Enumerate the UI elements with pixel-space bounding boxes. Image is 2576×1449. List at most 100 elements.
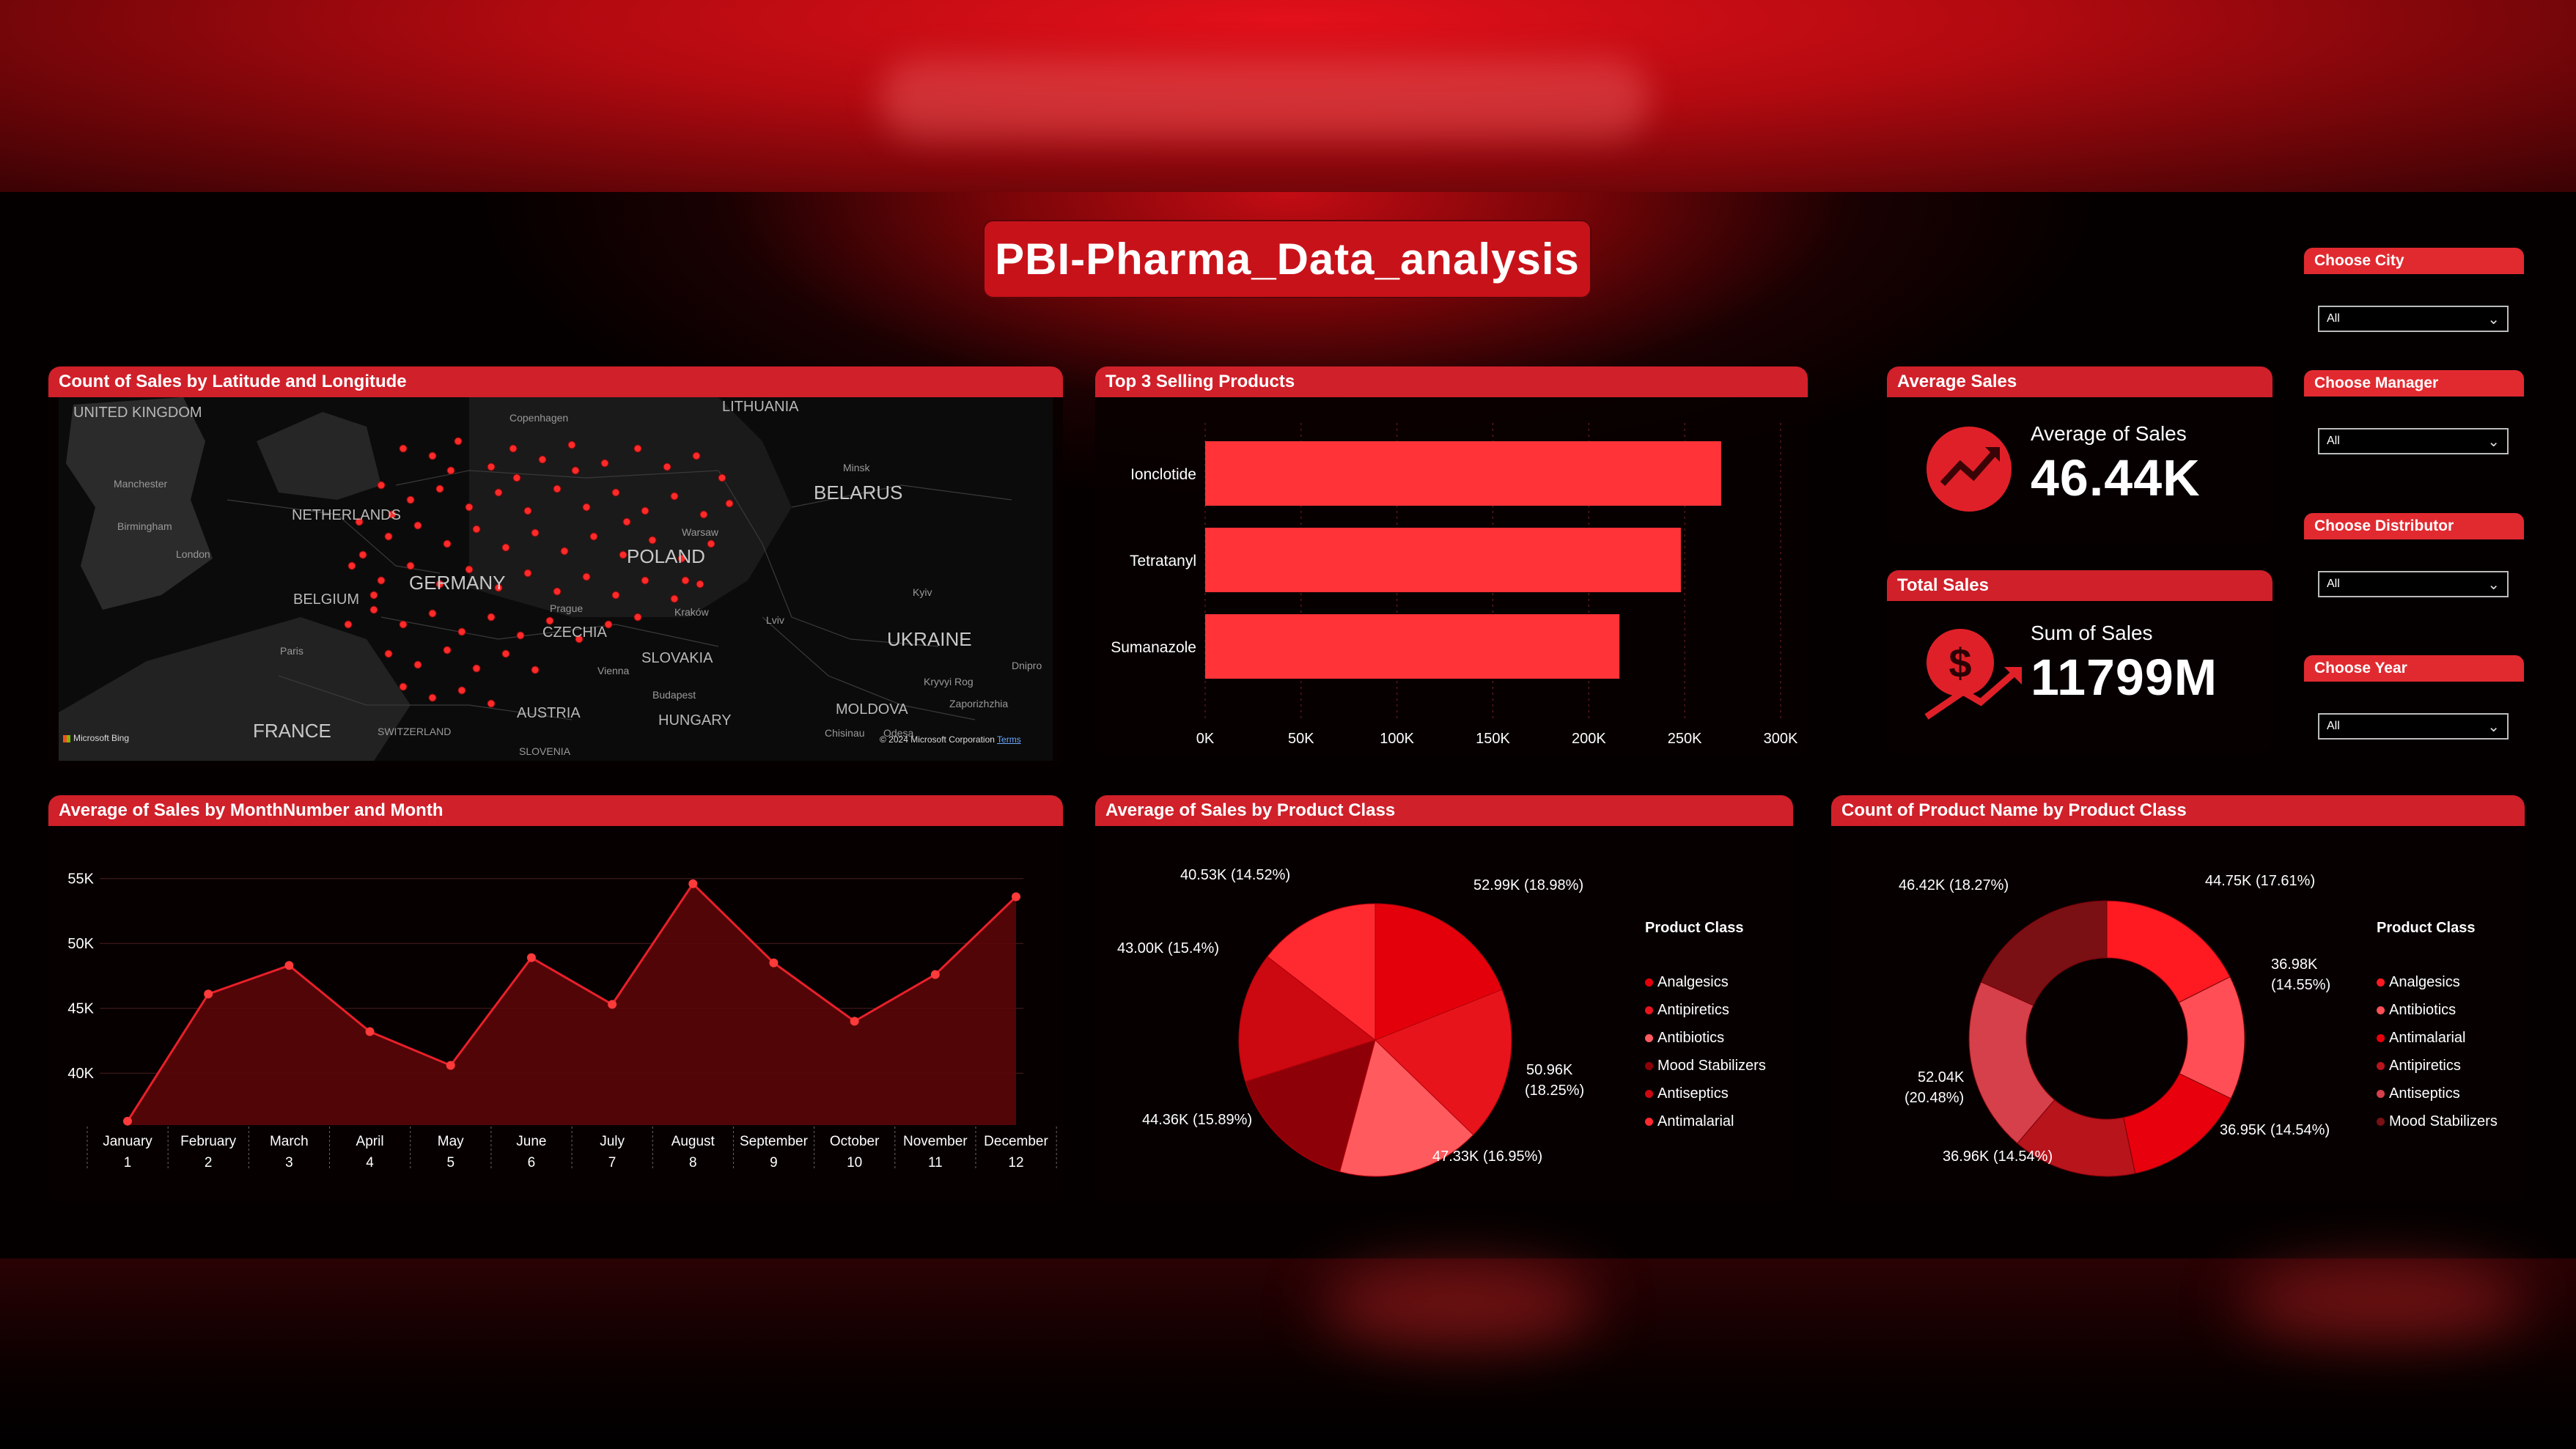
chevron-down-icon: ⌄ [2487,577,2500,593]
map-label-ukraine: UKRAINE [887,628,972,650]
map-label-czechia: CZECHIA [542,624,607,641]
pie-panel-header: Average of Sales by Product Class [1095,795,1793,826]
pie-panel[interactable]: Average of Sales by Product Class 52.99K… [1095,795,1793,1202]
donut-legend-item[interactable]: Analgesics [2377,974,2460,991]
legend-label: Analgesics [2389,974,2460,990]
kpi-average-label: Average of Sales [2031,422,2187,445]
map-label-france: FRANCE [253,720,331,742]
map-terms-link[interactable]: Terms [997,734,1021,745]
legend-dot-icon [1645,1118,1653,1127]
legend-dot-icon [2377,1034,2385,1043]
donut-panel[interactable]: Count of Product Name by Product Class 4… [1831,795,2525,1202]
donut-legend-item[interactable]: Antimalarial [2377,1030,2465,1047]
svg-text:$: $ [1948,640,1971,686]
month-number-label: 8 [689,1155,697,1170]
bar [1205,441,1721,506]
legend-dot-icon [1645,1034,1653,1043]
donut-legend-item[interactable]: Antibiotics [2377,1002,2456,1019]
top3-panel-header: Top 3 Selling Products [1095,366,1808,397]
line-panel[interactable]: Average of Sales by MonthNumber and Mont… [48,795,1063,1202]
legend-dot-icon [2377,1118,2385,1127]
map-label-lithuania: LITHUANIA [722,399,799,415]
line-area-chart: 55K 50K 45K 40K January 1 February 2 March 3 April… [67,871,1057,1170]
map-sales-points [344,437,734,708]
pie-legend-item[interactable]: Antimalarial [1645,1113,1734,1130]
chevron-down-icon: ⌄ [2487,311,2500,328]
bar [1205,614,1620,679]
x-tick-label: 0K [1196,731,1215,747]
donut-label-analgesics: 44.75K (17.61%) [2205,873,2316,889]
month-number-label: 10 [847,1155,862,1170]
map-panel[interactable]: Count of Sales by Latitude and Longitude [48,366,1063,767]
slicer-distributor-label: Choose Distributor [2304,513,2524,539]
donut-legend-item[interactable]: Antipiretics [2377,1058,2461,1074]
category-label: Tetratanyl [1130,553,1196,569]
pie-legend-item[interactable]: Antipiretics [1645,1002,1729,1019]
slicer-distributor-dropdown[interactable]: All ⌄ [2318,571,2509,597]
pie-legend-item[interactable]: Mood Stabilizers [1645,1058,1766,1074]
pie-legend-item[interactable]: Antibiotics [1645,1030,1724,1047]
y-tick-label: 50K [67,936,94,952]
kpi-total-card: Total Sales $ Sum of Sales 11799M [1887,570,2273,753]
x-tick-label: 300K [1764,731,1798,747]
x-tick-label: 250K [1668,731,1702,747]
pie-slice [1375,989,1512,1136]
pie-chart [1238,903,1512,1177]
data-point [526,953,536,962]
donut-legend-item[interactable]: Mood Stabilizers [2377,1113,2498,1130]
donut-legend-item[interactable]: Antiseptics [2377,1085,2460,1102]
pie-label-analgesics: 52.99K (18.98%) [1473,877,1584,893]
month-label: November [903,1134,968,1149]
map-canvas[interactable]: UNITED KINGDOM LITHUANIA BELARUS NETHERL… [59,397,1053,761]
month-label: February [180,1134,237,1149]
legend-dot-icon [2377,1062,2385,1071]
slicer-manager-dropdown[interactable]: All ⌄ [2318,428,2509,454]
top3-panel[interactable]: Top 3 Selling Products 0K 50K 100K 150K 200K… [1095,366,1808,755]
month-number-label: 7 [608,1155,617,1170]
map-label-belgium: BELGIUM [293,591,360,608]
map-label-poland: POLAND [627,545,705,567]
bar [1205,528,1681,592]
bottom-glow-1 [1320,1266,1598,1346]
map-label-belarus: BELARUS [814,482,903,504]
donut-chart [1968,900,2245,1177]
map-label-germany: GERMANY [409,572,506,594]
legend-dot-icon [1645,978,1653,987]
kpi-total-header: Total Sales [1887,570,2273,601]
map-city-budapest: Budapest [652,689,696,701]
x-tick-label: 200K [1572,731,1606,747]
area-fill [128,883,1016,1125]
bottom-banner [0,1258,2576,1449]
pie-slice [1238,956,1377,1083]
slicer-city-dropdown[interactable]: All ⌄ [2318,306,2509,332]
map-city-krakow: Kraków [674,606,709,618]
map-city-zaporizhzhia: Zaporizhzhia [949,698,1009,709]
pie-legend-item[interactable]: Analgesics [1645,974,1729,991]
donut-panel-header: Count of Product Name by Product Class [1831,795,2525,826]
month-label: April [356,1134,384,1149]
map-city-lviv: Lviv [766,614,784,626]
month-number-label: 3 [285,1155,293,1170]
y-tick-label: 40K [67,1066,94,1082]
map-city-odesa: Odesa [883,727,914,739]
map-city-manchester: Manchester [114,478,168,490]
x-tick-label: 50K [1288,731,1314,747]
month-label: March [270,1134,309,1149]
donut-label-antibiotics-percent: (14.55%) [2271,977,2331,993]
x-tick-label: 100K [1380,731,1414,747]
map-label-austria: AUSTRIA [517,705,581,721]
blurred-banner-text [880,59,1649,139]
slicer-year-dropdown[interactable]: All ⌄ [2318,713,2509,740]
top3-bar-chart: 0K 50K 100K 150K 200K 250K 300K Ionclotide Tetra… [1111,423,1798,747]
map-label-slovakia: SLOVAKIA [641,650,713,666]
data-point [284,961,294,970]
data-point [1012,892,1020,902]
legend-label: Antipiretics [1657,1002,1729,1018]
slicer-city-label: Choose City [2304,248,2524,274]
data-point [446,1061,455,1070]
slicer-distributor-value: All [2327,578,2340,590]
donut-slice [2106,900,2231,1003]
pie-legend-item[interactable]: Antiseptics [1645,1085,1729,1102]
line-panel-header: Average of Sales by MonthNumber and Mont… [48,795,1063,826]
map-city-paris: Paris [280,645,303,657]
